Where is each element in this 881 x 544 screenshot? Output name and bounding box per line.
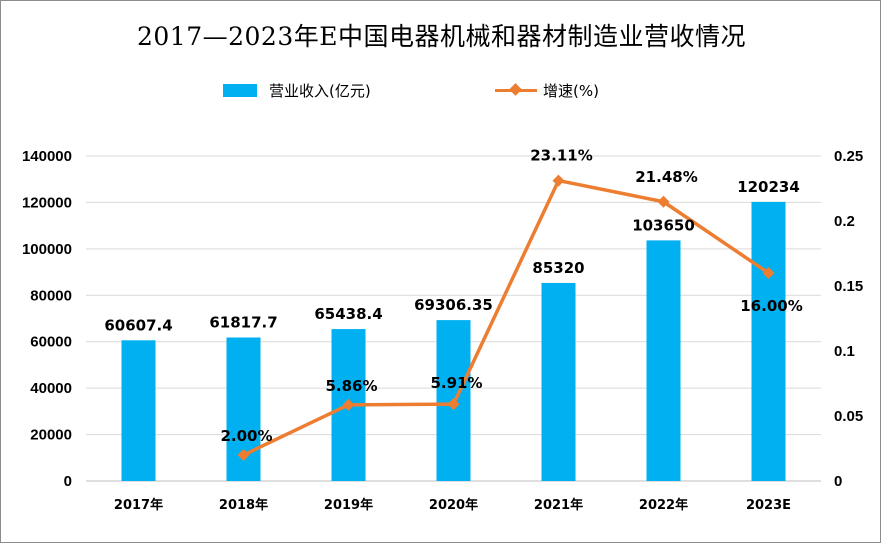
bar-data-label: 103650 <box>632 216 695 234</box>
bar <box>121 340 156 481</box>
x-tick-label: 2022年 <box>639 497 688 513</box>
growth-point <box>762 267 775 279</box>
y-right-tick-label: 0.25 <box>834 148 863 165</box>
x-tick-label: 2018年 <box>219 497 268 513</box>
growth-point <box>237 449 250 461</box>
y-right-tick-label: 0.05 <box>834 408 863 425</box>
legend-label-growth: 增速(%) <box>543 81 599 100</box>
y-left-tick-label: 60000 <box>30 334 72 351</box>
y-right-tick-label: 0 <box>834 473 842 490</box>
legend-item-revenue: 营业收入(亿元) <box>223 79 371 101</box>
growth-data-label: 5.91% <box>430 374 482 392</box>
legend-label-revenue: 营业收入(亿元) <box>269 81 371 100</box>
bar-data-label: 69306.35 <box>414 296 493 314</box>
bar-data-label: 65438.4 <box>314 305 382 323</box>
y-left-tick-label: 80000 <box>30 287 72 304</box>
legend-swatch-revenue <box>223 83 257 97</box>
y-right-tick-label: 0.2 <box>834 213 855 230</box>
growth-data-label: 2.00% <box>220 427 272 445</box>
x-tick-label: 2017年 <box>114 497 163 513</box>
bar-data-label: 60607.4 <box>104 316 172 334</box>
x-tick-label: 2021年 <box>534 497 583 513</box>
growth-data-label: 21.48% <box>635 168 697 186</box>
y-left-tick-label: 100000 <box>22 241 72 258</box>
growth-point <box>552 174 565 187</box>
y-left-tick-label: 40000 <box>30 380 72 397</box>
bar <box>646 240 681 481</box>
chart-title: 2017—2023年E中国电器机械和器材制造业营收情况 <box>137 22 746 51</box>
y-left-tick-label: 140000 <box>22 148 72 165</box>
bar <box>751 201 786 481</box>
bar-data-label: 120234 <box>737 178 800 196</box>
growth-point <box>342 398 355 411</box>
legend-swatch-growth <box>495 82 537 97</box>
growth-point <box>657 195 670 208</box>
growth-point <box>447 398 460 411</box>
legend-item-growth: 增速(%) <box>495 79 599 101</box>
growth-line <box>242 178 770 457</box>
legend: 营业收入(亿元) 增速(%) <box>1 79 881 103</box>
y-left-tick-label: 20000 <box>30 427 72 444</box>
x-tick-label: 2019年 <box>324 497 373 513</box>
growth-data-label: 16.00% <box>740 297 802 315</box>
y-left-tick-label: 0 <box>64 473 72 490</box>
y-right-tick-label: 0.1 <box>834 343 855 360</box>
x-tick-label: 2020年 <box>429 497 478 513</box>
bar-data-label: 85320 <box>532 259 584 277</box>
bar <box>541 282 576 481</box>
x-tick-label: 2023E <box>746 498 791 513</box>
bar-data-label: 61817.7 <box>209 313 277 331</box>
y-left-tick-label: 120000 <box>22 194 72 211</box>
y-right-tick-label: 0.15 <box>834 278 863 295</box>
growth-data-label: 23.11% <box>530 147 592 165</box>
growth-data-label: 5.86% <box>325 377 377 395</box>
